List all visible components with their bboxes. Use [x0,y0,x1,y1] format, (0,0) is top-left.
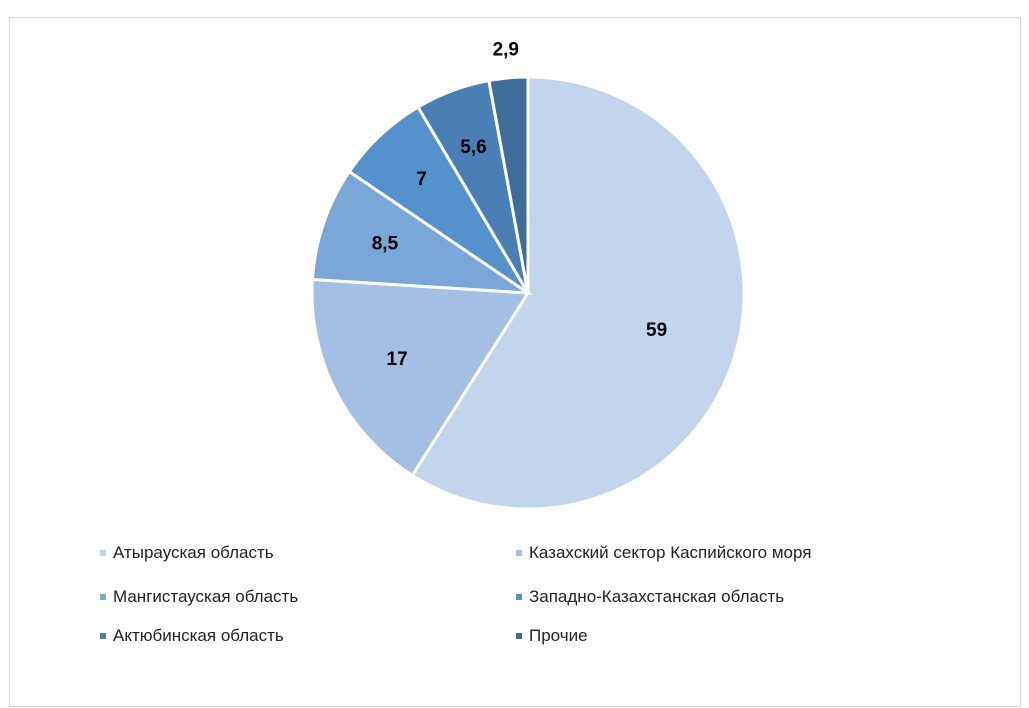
pie-slice-mangistau [310,169,534,295]
legend-item-aktobe: Актюбинская область [100,625,284,647]
legend-label-aktobe: Актюбинская область [113,626,284,645]
chart-frame: 59 17 8,5 7 5,6 2,9 Атырауская область Казахс… [9,17,1021,707]
data-label-other: 2,9 [493,39,519,60]
data-label-atyrau: 59 [646,320,667,341]
pie-slice-caspian [310,277,531,478]
legend-swatch-other [516,633,522,639]
legend-label-other: Прочие [529,626,588,645]
data-label-caspian: 17 [387,349,408,370]
legend-item-mangistau: Мангистауская область [100,586,298,608]
legend-swatch-west-kz [516,594,522,600]
legend-label-mangistau: Мангистауская область [113,587,299,606]
data-label-west-kz: 7 [416,169,427,190]
legend-label-west-kz: Западно-Казахстанская область [529,587,785,606]
legend-swatch-caspian [516,550,522,556]
legend-label-atyrau: Атырауская область [113,543,274,562]
legend-swatch-aktobe [100,633,106,639]
legend-label-caspian: Казахский сектор Каспийского моря [529,543,812,562]
legend-item-west-kz: Западно-Казахстанская область [516,586,784,608]
legend-item-atyrau: Атырауская область [100,542,274,564]
legend-item-other: Прочие [516,625,588,647]
legend-swatch-mangistau [100,594,106,600]
data-label-aktobe: 5,6 [460,137,486,158]
pie-slice-other [487,75,530,294]
legend-item-caspian: Казахский сектор Каспийского моря [516,542,811,564]
pie-chart: 59 17 8,5 7 5,6 2,9 [310,39,746,511]
data-label-mangistau: 8,5 [372,234,399,255]
legend-swatch-atyrau [100,550,106,556]
page-title [0,0,1029,16]
pie-slice-atyrau [410,75,746,511]
